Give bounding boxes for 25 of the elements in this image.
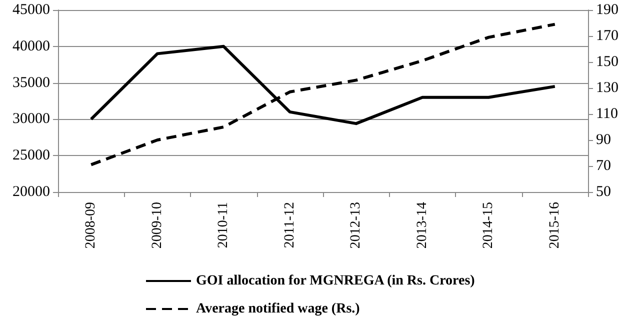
line-series (90, 22, 556, 166)
y2-tick-label: 190 (596, 2, 618, 18)
x-tick-label: 2012-13 (348, 202, 364, 249)
x-tick-label: 2008-09 (84, 202, 99, 249)
x-tick-label: 2011-12 (282, 202, 298, 248)
x-tick-label: 2015-16 (547, 202, 562, 249)
y-tick-label: 30000 (12, 111, 50, 128)
legend-label: Average notified wage (Rs.) (196, 302, 360, 316)
x-tick-label: 2010-11 (216, 202, 232, 248)
y2-tick-label: 130 (596, 80, 618, 96)
y-tick-label: 25000 (12, 148, 50, 164)
y2-tick-label: 90 (596, 132, 611, 148)
y2-tick-label: 110 (596, 106, 618, 122)
y2-tick-label: 50 (596, 184, 611, 200)
x-tick-label: 2009-10 (150, 202, 165, 249)
y2-tick-label: 150 (596, 54, 618, 70)
y2-tick-label: 70 (596, 158, 611, 174)
y-tick-label: 45000 (12, 2, 50, 18)
y-tick-label: 35000 (12, 74, 50, 91)
y-tick-label: 40000 (12, 38, 50, 54)
legend-label: GOI allocation for MGNREGA (in Rs. Crores) (196, 274, 476, 288)
y-tick-label: 20000 (12, 184, 50, 200)
x-tick-label: 2014-15 (481, 202, 496, 249)
x-tick-label: 2013-14 (414, 202, 430, 249)
y2-tick-label: 170 (596, 28, 618, 44)
